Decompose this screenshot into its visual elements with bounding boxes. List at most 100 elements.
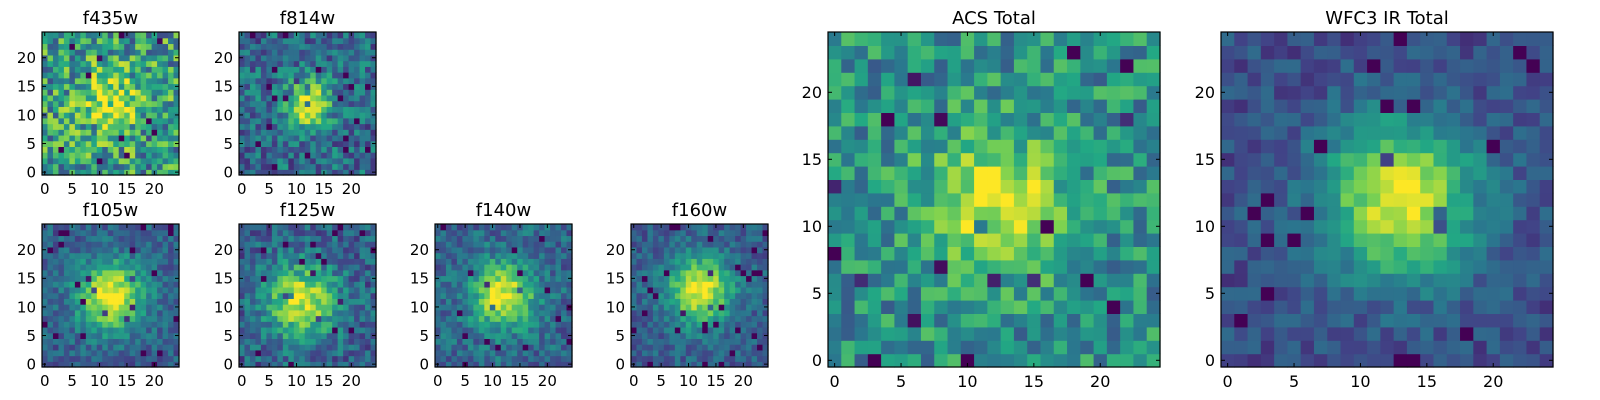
heatmap-cell	[244, 286, 251, 294]
heatmap-cell	[129, 338, 136, 345]
heatmap-cell	[724, 355, 731, 362]
heatmap-cell	[102, 129, 109, 136]
heatmap-cell	[173, 235, 180, 242]
heatmap-cell	[1093, 112, 1108, 127]
heatmap-cell	[80, 235, 87, 242]
heatmap-cell	[91, 100, 98, 107]
heatmap-cell	[881, 219, 895, 234]
heatmap-cell	[42, 157, 49, 165]
heatmap-cell	[277, 123, 284, 130]
heatmap-cell	[168, 275, 175, 282]
heatmap-cell	[544, 326, 551, 334]
heatmap-cell	[1287, 300, 1302, 314]
heatmap-cell	[58, 281, 65, 288]
heatmap-cell	[489, 355, 496, 362]
heatmap-cell	[96, 235, 103, 242]
heatmap-plot: 0 5 10 15 20 0 5 10 15 20	[410, 223, 612, 394]
heatmap-cell	[550, 361, 557, 368]
heatmap-cell	[321, 326, 328, 334]
heatmap-cell	[85, 326, 92, 334]
heatmap-cell	[1539, 340, 1554, 355]
heatmap-cell	[1367, 206, 1381, 221]
heatmap-cell	[1380, 353, 1395, 368]
heatmap-cell	[539, 264, 546, 271]
heatmap-cell	[140, 106, 147, 113]
heatmap-cell	[140, 117, 147, 125]
heatmap-cell	[729, 224, 736, 231]
heatmap-cell	[647, 258, 654, 265]
heatmap-cell	[1380, 286, 1395, 301]
heatmap-cell	[1067, 99, 1081, 113]
heatmap-cell	[157, 315, 164, 322]
heatmap-cell	[566, 235, 573, 242]
heatmap-cell	[321, 286, 328, 294]
heatmap-cell	[310, 258, 317, 265]
heatmap-cell	[718, 349, 725, 357]
heatmap-cell	[80, 152, 87, 159]
heatmap-cell	[42, 60, 49, 67]
heatmap-cell	[746, 281, 753, 288]
heatmap-cell	[129, 152, 136, 159]
heatmap-cell	[462, 292, 469, 299]
heatmap-cell	[934, 313, 949, 328]
heatmap-cell	[162, 275, 169, 282]
heatmap-cell	[456, 246, 463, 254]
heatmap-cell	[1027, 219, 1042, 234]
heatmap-cell	[696, 326, 703, 334]
heatmap-cell	[359, 72, 366, 79]
heatmap-cell	[1274, 313, 1288, 328]
heatmap-cell	[1053, 273, 1068, 288]
heatmap-cell	[96, 152, 103, 159]
heatmap-cell	[244, 349, 251, 357]
heatmap-cell	[987, 219, 1002, 234]
heatmap-cell	[96, 66, 103, 73]
heatmap-cell	[473, 344, 480, 351]
heatmap-cell	[315, 100, 322, 107]
heatmap-cell	[528, 281, 535, 288]
heatmap-cell	[321, 37, 328, 45]
heatmap-cell	[435, 264, 442, 271]
heatmap-cell	[841, 233, 856, 247]
heatmap-cell	[365, 252, 372, 259]
heatmap-cell	[707, 326, 714, 334]
heatmap-cell	[168, 349, 175, 357]
heatmap-cell	[489, 258, 496, 265]
heatmap-cell	[354, 60, 361, 67]
heatmap-cell	[478, 275, 485, 282]
heatmap-cell	[1353, 246, 1368, 261]
heatmap-cell	[260, 235, 267, 242]
heatmap-cell	[702, 326, 709, 334]
heatmap-cell	[735, 315, 742, 322]
heatmap-cell	[58, 77, 65, 85]
heatmap-cell	[168, 361, 175, 368]
heatmap-cell	[332, 37, 339, 45]
heatmap-cell	[894, 313, 909, 328]
heatmap-cell	[1327, 219, 1342, 234]
heatmap-cell	[343, 252, 350, 259]
heatmap-cell	[58, 252, 65, 259]
heatmap-cell	[894, 179, 909, 194]
heatmap-cell	[282, 157, 289, 165]
heatmap-cell	[107, 309, 114, 317]
heatmap-cell	[641, 281, 649, 288]
heatmap-cell	[91, 49, 98, 56]
heatmap-cell	[947, 179, 962, 194]
heatmap-cell	[102, 275, 109, 282]
heatmap-cell	[365, 123, 372, 130]
heatmap-cell	[533, 332, 540, 339]
heatmap-cell	[1146, 219, 1161, 234]
heatmap-cell	[332, 298, 339, 305]
heatmap-cell	[828, 179, 842, 194]
heatmap-cell	[255, 252, 262, 259]
heatmap-cell	[58, 157, 65, 165]
heatmap-cell	[124, 269, 131, 277]
heatmap-cell	[288, 332, 295, 339]
heatmap-cell	[473, 281, 480, 288]
heatmap-cell	[1053, 286, 1068, 301]
heatmap-cell	[1367, 340, 1381, 355]
heatmap-cell	[47, 152, 54, 159]
heatmap-cell	[1473, 313, 1488, 328]
heatmap-cell	[249, 54, 257, 62]
heatmap-cell	[987, 353, 1002, 368]
heatmap-cell	[277, 117, 284, 125]
